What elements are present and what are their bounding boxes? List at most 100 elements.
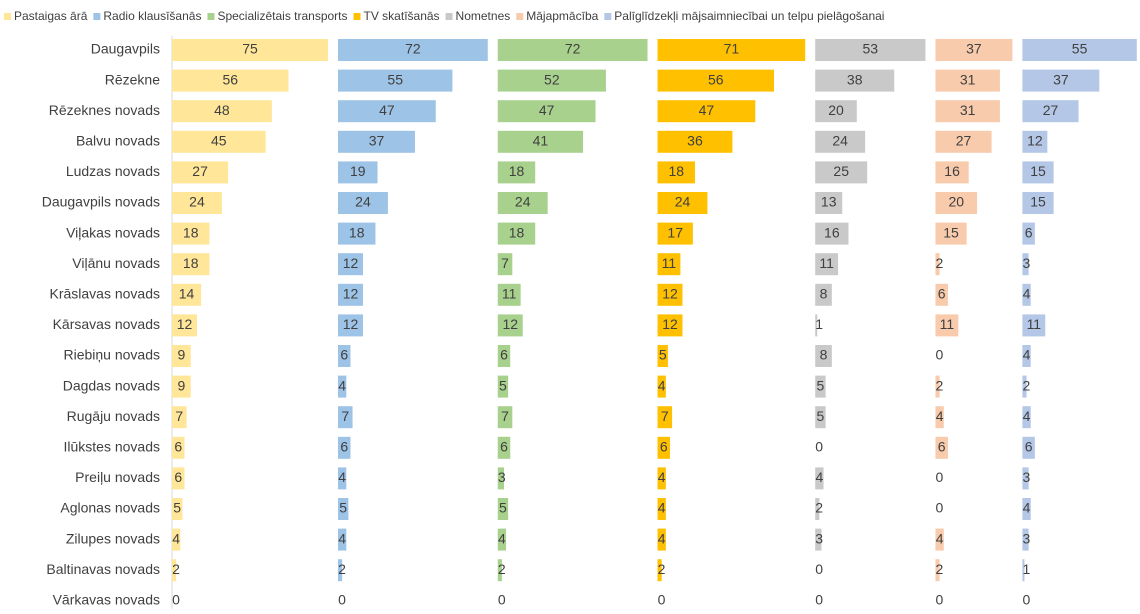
value-label: 6 (174, 439, 182, 455)
value-label: 52 (544, 71, 560, 87)
legend-label: TV skatīšanās (364, 9, 440, 23)
value-label: 12 (343, 316, 359, 332)
value-label: 0 (936, 347, 944, 363)
bar (935, 192, 978, 214)
bar (657, 375, 666, 398)
value-label: 24 (355, 194, 371, 210)
value-label: 4 (338, 377, 346, 393)
bar (815, 467, 824, 490)
value-label: 12 (177, 316, 193, 332)
value-label: 4 (1023, 500, 1031, 516)
bar (1022, 406, 1031, 429)
value-label: 12 (662, 316, 678, 332)
legend-label: Mājapmācība (526, 9, 598, 23)
bar (1022, 436, 1035, 459)
value-label: 4 (498, 530, 506, 546)
value-label: 24 (675, 194, 691, 210)
bar (935, 406, 944, 429)
value-label: 4 (1023, 286, 1031, 302)
bar (815, 253, 839, 276)
bar (657, 100, 756, 123)
value-label: 2 (658, 561, 666, 577)
bar (657, 39, 806, 61)
value-label: 37 (966, 41, 982, 57)
value-label: 7 (341, 408, 349, 424)
category-label: Baltinavas novads (46, 561, 160, 577)
bar (338, 161, 378, 184)
bar (1022, 130, 1048, 153)
bar (338, 222, 376, 245)
bar (1022, 192, 1054, 214)
category-label: Zilupes novads (66, 530, 160, 546)
value-label: 20 (948, 194, 964, 210)
bar (657, 559, 662, 582)
value-label: 0 (936, 592, 944, 608)
bar (338, 528, 347, 551)
legend-swatch (353, 13, 361, 20)
bar (497, 161, 536, 184)
value-label: 12 (343, 255, 359, 271)
value-label: 13 (821, 194, 837, 210)
value-label: 3 (1023, 530, 1031, 546)
category-label: Dagdas novads (63, 377, 160, 393)
bar (172, 283, 202, 306)
value-label: 0 (815, 592, 823, 608)
legend-label: Pastaigas ārā (14, 9, 88, 23)
value-label: 47 (539, 102, 555, 118)
value-label: 4 (658, 530, 666, 546)
value-label: 72 (565, 41, 581, 57)
value-label: 12 (502, 316, 518, 332)
category-label: Rēzeknes novads (49, 102, 160, 118)
bar (815, 283, 832, 306)
legend-swatch (516, 13, 524, 20)
bar (815, 161, 868, 184)
value-label: 2 (1023, 377, 1031, 393)
bar (338, 436, 351, 459)
value-label: 11 (819, 255, 834, 271)
value-label: 5 (817, 377, 825, 393)
bar (1022, 314, 1046, 337)
bar (657, 528, 666, 551)
category-label: Aglonas novads (60, 500, 160, 516)
bar (172, 192, 222, 214)
category-label: Rēzekne (105, 71, 160, 87)
value-label: 6 (340, 439, 348, 455)
bar (657, 69, 774, 92)
legend-swatch (207, 13, 215, 20)
bar (172, 528, 181, 551)
bar (815, 528, 822, 551)
value-label: 2 (338, 561, 346, 577)
bar (935, 161, 969, 184)
category-label: Krāslavas novads (49, 286, 160, 302)
value-label: 72 (405, 41, 421, 57)
category-label: Ilūkstes novads (64, 439, 161, 455)
bar (815, 130, 866, 153)
value-label: 5 (173, 500, 181, 516)
value-label: 27 (1043, 102, 1059, 118)
category-label: Viļānu novads (72, 255, 160, 271)
value-label: 27 (956, 133, 972, 149)
value-label: 14 (179, 286, 195, 302)
bar (1022, 559, 1025, 582)
value-label: 12 (662, 286, 678, 302)
legend-label: Nometnes (456, 9, 511, 23)
value-label: 0 (815, 561, 823, 577)
value-label: 18 (509, 163, 525, 179)
value-label: 5 (817, 408, 825, 424)
value-label: 3 (815, 530, 823, 546)
value-label: 4 (1023, 408, 1031, 424)
bar (657, 161, 695, 184)
bar (657, 253, 681, 276)
bar (497, 192, 548, 214)
bar (935, 253, 940, 276)
value-label: 0 (936, 469, 944, 485)
category-label: Rugāju novads (67, 408, 160, 424)
bar (338, 39, 488, 61)
category-label: Viļakas novads (66, 224, 160, 240)
bar (657, 345, 668, 367)
value-label: 4 (815, 469, 823, 485)
bar (497, 283, 521, 306)
bar (172, 559, 177, 582)
bar (935, 528, 944, 551)
value-label: 0 (936, 500, 944, 516)
